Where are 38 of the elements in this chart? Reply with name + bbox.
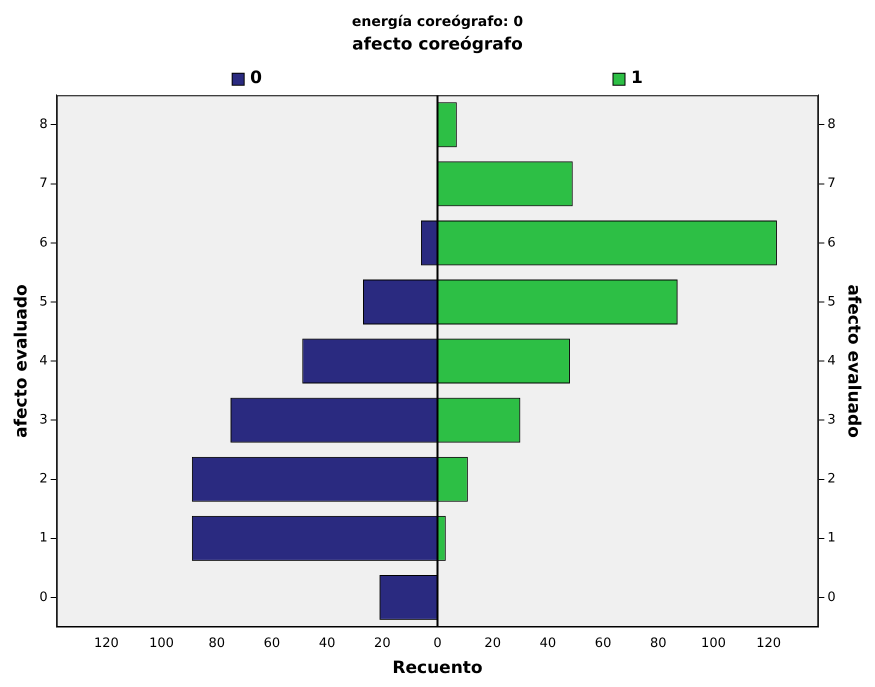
- y-tick-label: 0: [39, 590, 48, 605]
- chart-title: energía coreógrafo: 0: [352, 14, 524, 30]
- x-tick-label: 100: [149, 636, 174, 652]
- x-tick-label: 40: [318, 636, 336, 652]
- category-label: 2: [827, 472, 836, 487]
- x-tick-label: 0: [433, 636, 442, 652]
- x-tick-label: 80: [650, 636, 667, 652]
- chart-subtitle: afecto coreógrafo: [352, 34, 523, 54]
- x-tick-label: 120: [756, 636, 782, 652]
- y-tick-label: 7: [39, 176, 48, 192]
- y-tick-label: 5: [39, 294, 48, 310]
- x-tick-label: 100: [701, 636, 726, 652]
- y-axis-title: afecto evaluado: [12, 284, 32, 438]
- y2-axis-title: afecto evaluado: [843, 284, 864, 438]
- category-label: 4: [827, 353, 836, 368]
- x-tick-label: 80: [208, 636, 226, 652]
- x-tick-label: 40: [540, 636, 556, 652]
- x-tick-label: 120: [94, 636, 119, 652]
- text: 1: [827, 530, 836, 546]
- y-tick-label: 4: [39, 353, 48, 368]
- y-tick-label: 3: [39, 412, 48, 428]
- category-label: 7: [827, 176, 836, 192]
- y-tick-label: 8: [39, 117, 48, 132]
- x-tick-label: 60: [264, 636, 280, 652]
- y-tick-label: 1: [39, 530, 48, 546]
- category-label: 8: [827, 117, 836, 132]
- category-label: 3: [827, 412, 836, 428]
- category-label: 0: [827, 590, 836, 605]
- x-tick-label: 20: [374, 636, 391, 652]
- y-tick-label: 6: [39, 235, 48, 250]
- legend-label: 1: [630, 68, 643, 88]
- y-tick-label: 2: [39, 472, 48, 487]
- legend-label: 0: [250, 68, 262, 88]
- x-tick-label: 60: [594, 636, 612, 652]
- category-label: 6: [827, 235, 836, 250]
- x-tick-label: 20: [484, 636, 501, 652]
- category-label: 5: [827, 294, 836, 310]
- x-axis-title: Recuento: [392, 658, 483, 678]
